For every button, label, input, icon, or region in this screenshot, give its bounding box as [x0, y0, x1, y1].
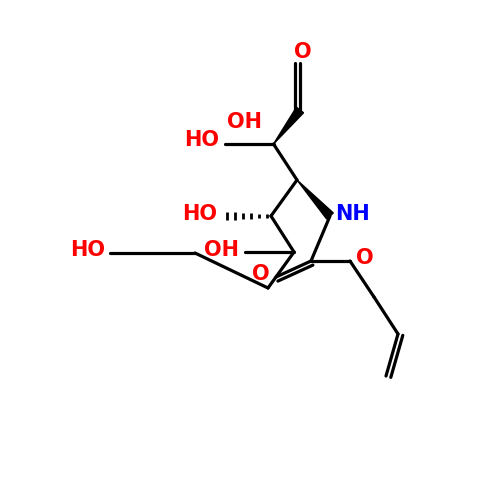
Text: HO: HO [70, 240, 105, 260]
Text: O: O [252, 264, 270, 284]
Text: OH: OH [204, 240, 239, 260]
Text: HO: HO [184, 130, 219, 150]
Text: O: O [294, 42, 312, 62]
Polygon shape [274, 107, 304, 144]
Text: NH: NH [335, 204, 370, 224]
Text: O: O [356, 248, 374, 268]
Text: HO: HO [182, 204, 217, 224]
Text: OH: OH [228, 112, 262, 132]
Polygon shape [297, 180, 334, 219]
